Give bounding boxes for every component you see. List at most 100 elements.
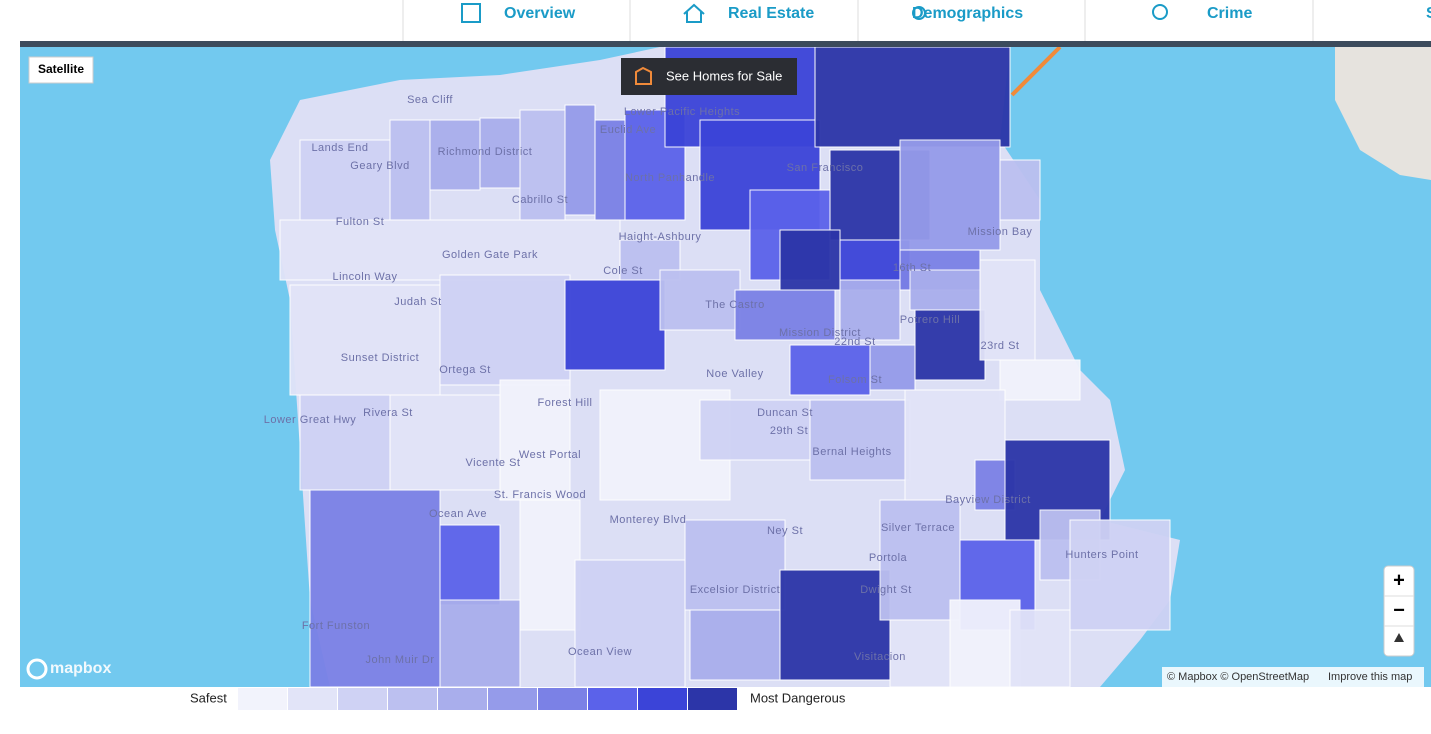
neighborhood — [519, 109, 566, 221]
legend-low: Safest — [190, 690, 227, 705]
neighborhood — [734, 289, 836, 341]
neighborhood — [814, 47, 1011, 148]
nav-tab[interactable]: Overview — [504, 5, 576, 22]
zoom-control[interactable]: + − — [1383, 565, 1415, 657]
zoom-out[interactable]: − — [1393, 599, 1405, 621]
map-label: Forest Hill — [537, 397, 592, 409]
map-label: Golden Gate Park — [442, 249, 538, 261]
legend-swatch — [438, 688, 487, 710]
legend-swatch — [538, 688, 587, 710]
map-label: Monterey Blvd — [610, 514, 687, 526]
map-label: San Francisco — [787, 162, 864, 174]
legend-swatch — [288, 688, 337, 710]
map-label: Cole St — [603, 265, 643, 277]
map-label: Silver Terrace — [881, 522, 955, 534]
map-label: Geary Blvd — [350, 160, 409, 172]
legend: Safest Most Dangerous — [190, 688, 846, 710]
neighborhood — [519, 499, 581, 631]
legend-swatch — [338, 688, 387, 710]
button-label[interactable]: See Homes for Sale — [666, 68, 782, 83]
neighborhood — [439, 524, 501, 606]
neighborhood — [889, 619, 951, 687]
map-label: Bayview District — [945, 494, 1031, 506]
map-label: Richmond District — [438, 146, 533, 158]
neighborhood — [479, 117, 521, 189]
icon — [461, 3, 481, 23]
map-label: Lincoln Way — [332, 271, 397, 283]
neighborhood — [564, 104, 596, 216]
map-labels: San Francisco Sea Cliff Lands End Richmond … — [264, 94, 1138, 666]
map-label: Duncan St — [757, 407, 813, 419]
neighborhood — [789, 344, 871, 396]
button[interactable] — [28, 56, 94, 84]
nav-tab[interactable]: S — [1426, 5, 1431, 22]
logo: mapbox — [50, 660, 111, 677]
neighborhood — [999, 359, 1081, 401]
land — [1335, 47, 1431, 180]
map-label: Haight-Ashbury — [619, 231, 702, 243]
map-label: Lands End — [311, 142, 368, 154]
neighborhood — [699, 399, 811, 461]
neighborhood — [999, 159, 1041, 221]
neighborhood — [879, 499, 961, 621]
map-label: Fort Funston — [302, 620, 370, 632]
map-label: North Panhandle — [625, 172, 715, 184]
improve-link[interactable]: Improve this map — [1328, 671, 1412, 683]
map-label: Rivera St — [363, 407, 413, 419]
map-label: Lower Pacific Heights — [624, 106, 740, 118]
map-label: 22nd St — [834, 336, 875, 348]
neighborhood — [299, 394, 391, 491]
attribution: © Mapbox © OpenStreetMap — [1167, 671, 1309, 683]
compass[interactable] — [1394, 633, 1404, 642]
neighborhood — [1069, 519, 1171, 631]
map-label: Folsom St — [828, 374, 882, 386]
homes-button[interactable]: See Homes for Sale — [621, 58, 797, 95]
map-label: Noe Valley — [706, 368, 763, 380]
neighborhood — [979, 259, 1036, 361]
neighborhood — [869, 344, 916, 391]
map-label: Ocean Ave — [429, 508, 487, 520]
neighborhood — [779, 229, 841, 291]
map-label: St. Francis Wood — [494, 489, 586, 501]
neighborhood — [389, 394, 501, 491]
nav-tab[interactable]: Demographics — [912, 5, 1023, 22]
neighborhood — [899, 139, 1001, 251]
satellite-button[interactable]: Satellite — [28, 56, 94, 84]
icon — [912, 6, 926, 20]
zoom-in[interactable]: + — [1393, 569, 1405, 591]
neighborhood — [429, 119, 481, 191]
map-label: Dwight St — [860, 584, 912, 596]
map[interactable]: San Francisco Sea Cliff Lands End Richmond … — [20, 47, 1431, 687]
nav-tab[interactable]: Crime — [1207, 5, 1252, 22]
neighborhood — [299, 139, 391, 221]
neighborhood — [574, 559, 686, 687]
legend-swatch — [688, 688, 737, 710]
nav-tab[interactable]: Real Estate — [728, 5, 814, 22]
neighborhood — [289, 284, 441, 396]
neighborhood — [439, 599, 521, 687]
map-label: Ney St — [767, 525, 803, 537]
map-label: Sunset District — [341, 352, 419, 364]
button-label[interactable]: Satellite — [38, 62, 84, 76]
map-label: Sea Cliff — [407, 94, 453, 106]
neighborhoods — [279, 47, 1171, 687]
map-label: Cabrillo St — [512, 194, 568, 206]
neighborhood — [1009, 609, 1071, 687]
icon — [683, 3, 705, 23]
neighborhood — [499, 379, 571, 501]
map-label: Ortega St — [439, 364, 491, 376]
neighborhood — [949, 599, 1021, 687]
icon — [635, 66, 652, 85]
map-label: Mission District — [779, 327, 861, 339]
map-label: Fulton St — [336, 216, 385, 228]
map-label: Ocean View — [568, 646, 632, 658]
map-label: Lower Great Hwy — [264, 414, 356, 426]
legend-high: Most Dangerous — [750, 690, 846, 705]
bridge — [1010, 47, 1062, 97]
map-label: Mission Bay — [968, 226, 1033, 238]
neighborhood — [564, 279, 666, 371]
map-border — [20, 41, 1431, 47]
attribution-bg — [1162, 667, 1424, 687]
map-label: Euclid Ave — [600, 124, 656, 136]
